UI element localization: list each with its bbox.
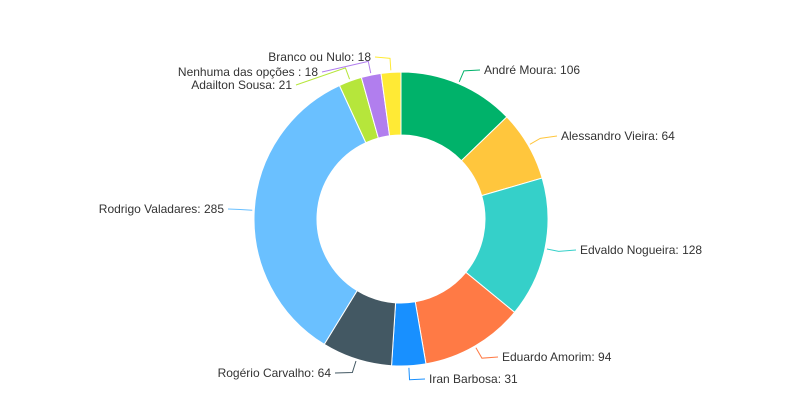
leader-line-nenhuma-das-opcoes <box>321 60 372 74</box>
leader-line-andre-moura <box>458 69 481 83</box>
leader-line-rogerio-carvalho <box>334 360 357 374</box>
leader-line-edvaldo-nogueira <box>546 248 577 252</box>
label-rodrigo-valadares: Rodrigo Valadares: 285 <box>99 202 225 216</box>
slice-rodrigo-valadares[interactable] <box>253 84 367 346</box>
label-andre-moura: André Moura: 106 <box>484 63 580 77</box>
leader-line-rodrigo-valadares <box>227 208 253 211</box>
label-rogerio-carvalho: Rogério Carvalho: 64 <box>218 366 332 380</box>
leader-line-iran-barbosa <box>408 367 426 381</box>
slice-labels: André Moura: 106 Alessandro Vieira: 64 Edv… <box>99 50 703 386</box>
label-branco-ou-nulo: Branco ou Nulo: 18 <box>268 50 371 64</box>
label-edvaldo-nogueira: Edvaldo Nogueira: 128 <box>580 243 702 257</box>
slice-branco-ou-nulo[interactable] <box>380 71 402 137</box>
label-leader-lines <box>227 56 577 381</box>
leader-line-branco-ou-nulo <box>374 56 392 71</box>
label-eduardo-amorim: Eduardo Amorim: 94 <box>502 350 612 364</box>
leader-line-adailton-sousa <box>295 67 351 86</box>
label-iran-barbosa: Iran Barbosa: 31 <box>429 372 518 386</box>
donut-slices <box>253 71 549 367</box>
leader-line-eduardo-amorim <box>475 347 499 359</box>
label-alessandro-vieira: Alessandro Vieira: 64 <box>561 129 675 143</box>
label-adailton-sousa: Adailton Sousa: 21 <box>191 78 292 92</box>
label-nenhuma-das-opcoes: Nenhuma das opções : 18 <box>178 65 318 79</box>
leader-line-alessandro-vieira <box>529 135 558 145</box>
